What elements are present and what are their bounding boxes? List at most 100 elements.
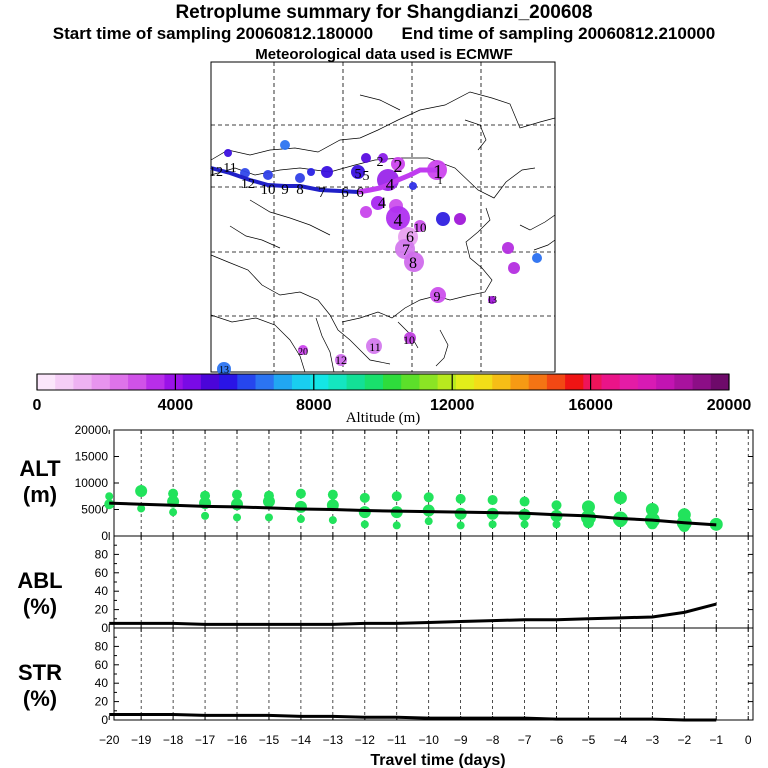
retroplume-centroid-track-old	[210, 166, 359, 194]
plume-day-label: 4	[378, 195, 386, 212]
plume-dot	[404, 332, 416, 344]
colorbar-swatch	[146, 374, 165, 390]
plume-dot	[488, 296, 496, 304]
plume-dot	[386, 206, 410, 230]
altitude-point	[392, 521, 401, 530]
colorbar-swatch	[237, 374, 257, 390]
colorbar-tick-label: 12000	[430, 397, 475, 414]
plume-day-label: 1	[433, 161, 443, 183]
plume-dot	[280, 140, 290, 150]
panel-unit-label: (%)	[23, 686, 57, 711]
map-coastline	[210, 314, 306, 373]
colorbar-swatch	[710, 374, 730, 390]
colorbar-swatch	[619, 374, 639, 390]
time-series-panels: 05000100001500020000ALT(m)020406080ABL(%…	[17, 423, 754, 768]
x-tick-label: −9	[454, 733, 468, 747]
colorbar-swatch	[128, 374, 147, 390]
altitude-point	[296, 515, 305, 524]
x-tick-label: 0	[745, 733, 752, 747]
colorbar-swatch	[273, 374, 293, 390]
plume-day-label: 11	[369, 340, 381, 354]
colorbar-swatch	[637, 374, 657, 390]
colorbar-swatch	[291, 374, 311, 390]
x-tick-label: −14	[291, 733, 312, 747]
plume-dot	[307, 168, 315, 176]
plume-dot	[224, 149, 232, 157]
altitude-point	[582, 517, 594, 529]
colorbar-swatch	[455, 374, 475, 390]
altitude-point	[645, 503, 659, 516]
colorbar-swatch	[55, 374, 74, 390]
plume-dot	[532, 253, 542, 263]
colorbar-tick-label: 4000	[158, 397, 194, 414]
x-tick-label: −8	[486, 733, 500, 747]
colorbar-swatch	[109, 374, 129, 390]
y-tick-label: 80	[95, 639, 109, 653]
altitude-point	[454, 507, 467, 520]
altitude-point	[359, 492, 370, 503]
altitude-colorbar: 0 4000 8000 12000 16000 20000 Altitude (m)	[33, 373, 751, 426]
x-tick-label: −5	[582, 733, 596, 747]
colorbar-swatch	[437, 374, 457, 390]
y-tick-label: 0	[101, 529, 108, 543]
y-tick-label: 40	[95, 676, 109, 690]
panel-unit-label: (m)	[23, 482, 57, 507]
colorbar-swatch	[346, 374, 366, 390]
altitude-point	[456, 521, 465, 530]
altitude-point	[487, 494, 498, 505]
plume-day-label: 5	[363, 169, 370, 184]
y-tick-label: 0	[101, 621, 108, 635]
colorbar-swatch	[91, 374, 111, 390]
colorbar-swatch	[583, 374, 603, 390]
altitude-point	[262, 495, 275, 508]
plume-day-label: 8	[409, 255, 417, 272]
x-tick-label: −20	[99, 733, 120, 747]
colorbar-swatch	[674, 374, 694, 390]
y-tick-label: 0	[101, 713, 108, 727]
x-tick-label: −7	[518, 733, 532, 747]
plume-dot	[295, 173, 305, 183]
colorbar-swatch	[182, 374, 202, 390]
chart-subtitle-times: Start time of sampling 20060812.180000 E…	[0, 24, 768, 44]
colorbar-swatch	[383, 374, 402, 390]
x-tick-label: −18	[163, 733, 184, 747]
colorbar-swatch	[37, 374, 56, 390]
retroplume-centroid-track-recent	[357, 167, 437, 195]
plume-dot	[430, 287, 446, 303]
altitude-point	[328, 516, 337, 525]
plume-day-label: 20	[298, 347, 308, 358]
y-tick-label: 60	[95, 566, 109, 580]
plume-dot	[502, 242, 514, 254]
plume-dot	[366, 338, 382, 354]
panel-str: 0 20 40 60 80 STR(%)	[18, 627, 754, 727]
colorbar-swatch	[510, 374, 530, 390]
altitude-point	[613, 491, 627, 505]
plume-dot	[361, 153, 371, 163]
plume-day-label: 12	[241, 177, 255, 192]
y-tick-label: 80	[95, 547, 109, 561]
y-tick-label: 20	[95, 695, 109, 709]
y-tick-label: 5000	[81, 503, 108, 517]
x-tick-label: −11	[387, 733, 407, 747]
y-tick-label: 10000	[75, 476, 109, 490]
plume-dot	[360, 206, 372, 218]
plume-day-label: 12	[209, 165, 223, 180]
plume-day-label: 5	[355, 167, 362, 182]
plume-day-label: 11	[223, 161, 236, 176]
panel-label: ABL	[17, 568, 62, 593]
altitude-point	[105, 492, 114, 501]
y-tick-label: 20	[95, 603, 109, 617]
panel-unit-label: (%)	[23, 594, 57, 619]
altitude-point	[295, 488, 306, 499]
altitude-point	[201, 511, 210, 520]
x-axis-label: Travel time (days)	[370, 752, 505, 768]
altitude-point	[169, 508, 178, 517]
x-tick-label: −2	[677, 733, 691, 747]
y-tick-label: 20000	[75, 423, 109, 437]
plume-day-label: 13	[219, 365, 229, 376]
altitude-point	[519, 496, 530, 507]
plume-day-label: 10	[403, 333, 415, 347]
plume-dot	[263, 170, 273, 180]
map-coastline	[533, 239, 556, 251]
plume-day-label: 4	[386, 175, 395, 194]
